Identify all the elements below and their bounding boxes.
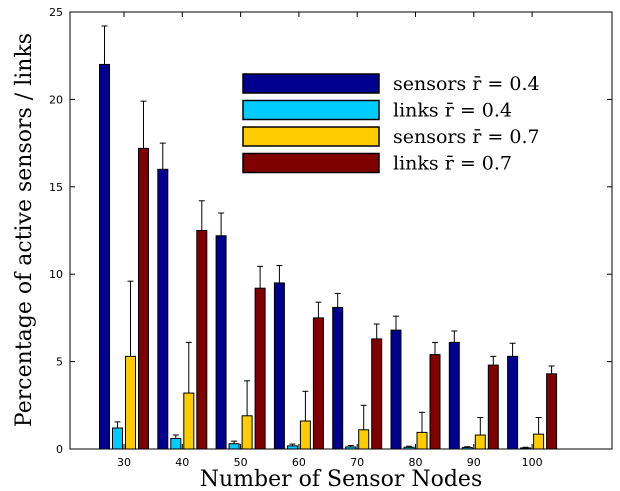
x-axis: 30 40 50 60 70 80 90 100	[117, 12, 543, 469]
bar	[403, 446, 415, 450]
bar	[332, 306, 344, 450]
bar	[533, 433, 545, 450]
bar	[520, 447, 532, 450]
x-tick-label: 90	[467, 456, 481, 469]
bar	[286, 445, 298, 450]
legend-label: sensors r̄ = 0.4	[393, 73, 540, 95]
y-axis: 0 5 10 15 20 25	[49, 6, 612, 456]
bar	[112, 427, 123, 450]
bar	[416, 431, 428, 450]
bar	[138, 147, 149, 450]
bar	[546, 373, 558, 450]
x-tick-label: 30	[117, 456, 131, 469]
bar	[273, 282, 285, 450]
y-tick-label: 10	[49, 268, 63, 281]
bar	[345, 446, 357, 450]
x-tick-label: 50	[234, 456, 248, 469]
bar	[448, 341, 460, 450]
y-tick-label: 15	[49, 181, 63, 194]
legend-swatch	[242, 152, 380, 174]
bar	[312, 317, 324, 450]
bars-layer	[99, 63, 558, 450]
legend-label: links r̄ = 0.7	[393, 153, 512, 175]
bar	[215, 235, 227, 450]
bar	[170, 438, 182, 450]
bar	[474, 434, 486, 450]
bar	[390, 329, 402, 450]
y-tick-label: 5	[56, 356, 63, 369]
x-tick-label: 100	[522, 456, 543, 469]
bar	[125, 355, 136, 450]
x-tick-label: 80	[409, 456, 423, 469]
bar	[487, 364, 499, 450]
bar	[99, 63, 110, 450]
bar	[299, 420, 311, 450]
bar	[507, 355, 519, 450]
legend-swatch	[242, 73, 380, 94]
legend-label: links r̄ = 0.4	[393, 100, 512, 122]
legend-swatch	[242, 126, 380, 147]
y-tick-label: 25	[49, 6, 63, 19]
bar	[241, 415, 253, 450]
x-axis-label: Number of Sensor Nodes	[200, 467, 482, 491]
bar	[228, 443, 240, 450]
x-tick-label: 70	[350, 456, 364, 469]
legend-label: sensors r̄ = 0.7	[393, 126, 540, 148]
bar	[183, 392, 195, 450]
bar	[461, 447, 473, 450]
bar	[358, 429, 370, 450]
y-tick-label: 0	[56, 443, 63, 456]
y-axis-label: Percentage of active sensors / links	[12, 33, 37, 427]
bar	[429, 354, 441, 450]
bar	[254, 287, 266, 450]
x-tick-label: 60	[292, 456, 306, 469]
error-bars-layer	[101, 25, 555, 448]
x-tick-label: 40	[175, 456, 189, 469]
legend: sensors r̄ = 0.4 links r̄ = 0.4 sensors r̄…	[242, 73, 540, 175]
bar	[196, 230, 208, 450]
bar	[371, 338, 383, 450]
bar	[157, 168, 169, 450]
y-tick-label: 20	[49, 93, 63, 106]
legend-swatch	[242, 99, 380, 121]
